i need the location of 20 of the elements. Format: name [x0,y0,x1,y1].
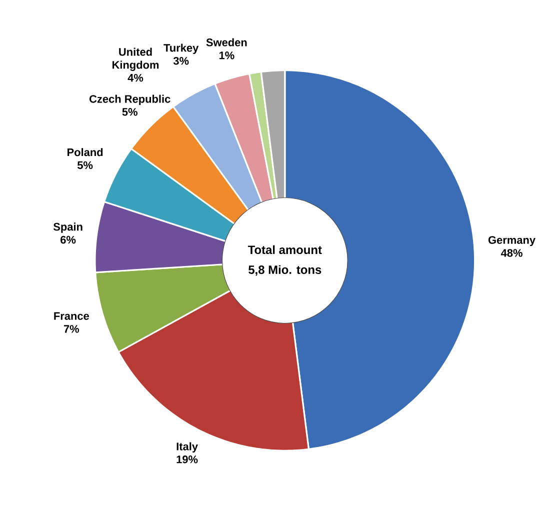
slice-label: Sweden [206,38,247,46]
slice-label: Germany [488,236,536,246]
data-label: 1% [219,52,234,60]
data-label: 19% [176,456,198,464]
data-label: 48% [500,249,522,257]
slice-label: Czech Republic [90,94,170,105]
slice-label: Spain [53,222,82,233]
data-label: 5% [122,108,138,116]
data-label: 4% [128,74,144,82]
data-label: 7% [64,325,80,333]
slice-label: Italy [176,442,198,452]
text: 5,8 Mio. tons [248,265,322,276]
data-label: 6% [60,236,76,244]
data-label: 3% [173,56,189,65]
slice-label: Poland [68,148,103,156]
data-label: 5% [77,161,93,170]
slice-label: United Kingdom [112,48,159,71]
text: Total amount [248,245,322,254]
slice-label: Turkey [164,44,199,54]
slice-label: France [54,312,89,320]
